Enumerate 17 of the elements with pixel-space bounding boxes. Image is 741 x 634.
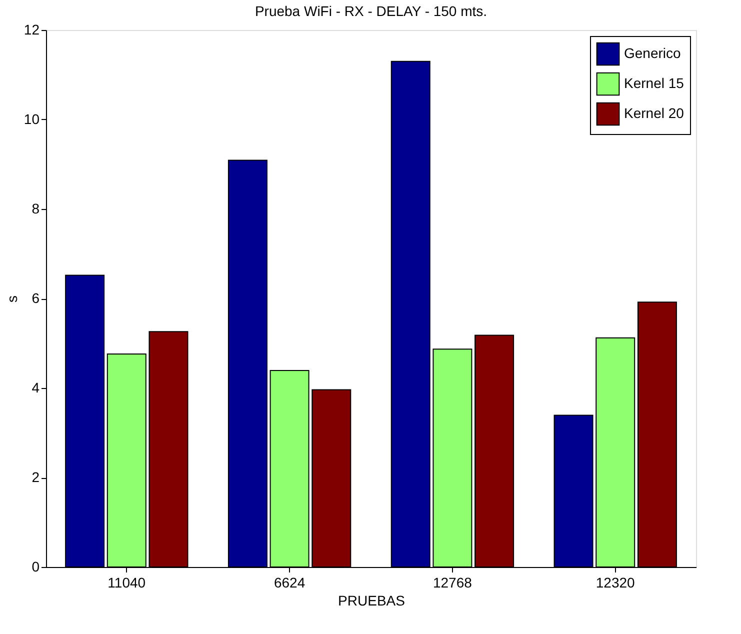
y-tick-label: 2: [32, 469, 40, 485]
y-tick-label: 10: [24, 111, 40, 127]
chart-title: Prueba WiFi - RX - DELAY - 150 mts.: [254, 3, 488, 19]
x-tick-label: 12320: [596, 574, 636, 590]
legend-label: Kernel 20: [624, 105, 684, 121]
x-tick-label: 11040: [108, 574, 146, 590]
y-tick-label: 8: [32, 200, 40, 216]
legend-label: Generico: [624, 45, 682, 61]
x-tick-label: 12768: [432, 574, 472, 590]
y-axis-title: s: [4, 296, 20, 302]
y-tick-label: 4: [32, 380, 40, 396]
y-tick-label: 6: [32, 290, 40, 306]
y-tick-label: 12: [24, 22, 40, 38]
legend-label: Kernel 15: [624, 75, 684, 91]
x-axis-title: PRUEBAS: [338, 592, 405, 608]
x-tick-label: 6624: [274, 574, 306, 590]
y-tick-label: 0: [32, 558, 40, 574]
